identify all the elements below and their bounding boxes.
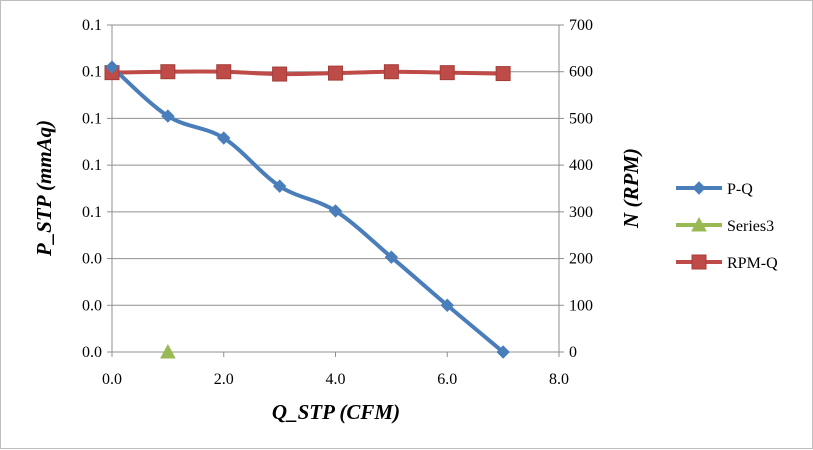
legend-swatch-marker-rpm-q bbox=[691, 254, 707, 270]
x-tick-label: 8.0 bbox=[549, 371, 569, 388]
data-point-rpm-q bbox=[328, 65, 343, 81]
y-tick-label: 0.1 bbox=[82, 17, 102, 34]
y2-axis-title: N (RPM) bbox=[619, 148, 643, 229]
label-layer: 0.0 0 0.0 100 0.0 200 0.1 300 0.1 400 0.1 500 0.1 600… bbox=[82, 17, 593, 388]
data-point-p-q bbox=[496, 345, 510, 359]
data-point-rpm-q bbox=[160, 64, 176, 80]
y-tick-label: 0.0 bbox=[82, 251, 102, 268]
data-point-rpm-q bbox=[495, 66, 511, 82]
data-point-rpm-q bbox=[439, 65, 455, 81]
x-tick-label: 6.0 bbox=[437, 371, 457, 388]
series-line-p-q bbox=[110, 65, 506, 354]
y-tick-label: 0.1 bbox=[82, 157, 102, 174]
data-point-p-q bbox=[384, 250, 399, 264]
y-tick-label: 0.1 bbox=[82, 64, 102, 81]
data-point-rpm-q bbox=[216, 64, 232, 80]
y2-tick-label: 600 bbox=[569, 64, 593, 81]
y-axis-title: P_STP (mmAq) bbox=[32, 120, 56, 257]
data-point-p-q bbox=[272, 179, 287, 193]
marker-layer bbox=[104, 60, 511, 359]
y-tick-label: 0.1 bbox=[82, 204, 102, 221]
legend-label-p-q: P-Q bbox=[727, 181, 753, 198]
y2-tick-label: 200 bbox=[569, 251, 593, 268]
data-point-p-q bbox=[328, 204, 343, 218]
series-layer bbox=[110, 65, 506, 354]
x-tick-label: 4.0 bbox=[326, 371, 346, 388]
data-point-rpm-q bbox=[383, 64, 399, 80]
data-point-p-q bbox=[105, 60, 119, 74]
legend-label-rpm-q: RPM-Q bbox=[727, 255, 778, 272]
y2-tick-label: 400 bbox=[569, 157, 593, 174]
y-tick-label: 0.0 bbox=[82, 344, 102, 361]
data-point-p-q bbox=[217, 131, 231, 145]
y2-tick-label: 700 bbox=[569, 17, 593, 34]
x-axis-title: Q_STP (CFM) bbox=[272, 400, 400, 424]
y2-tick-label: 500 bbox=[569, 110, 593, 127]
y-tick-label: 0.0 bbox=[82, 297, 102, 314]
y2-tick-label: 300 bbox=[569, 204, 593, 221]
x-tick-label: 0.0 bbox=[102, 371, 122, 388]
legend: P-Q Series3 RPM-Q bbox=[676, 181, 778, 272]
legend-swatch-marker-p-q bbox=[692, 181, 706, 195]
y-tick-label: 0.1 bbox=[82, 110, 102, 127]
legend-label-series3: Series3 bbox=[727, 218, 774, 235]
data-point-series3 bbox=[160, 343, 176, 359]
data-point-p-q bbox=[440, 298, 454, 312]
legend-swatch-marker-series3 bbox=[691, 216, 707, 232]
x-tick-label: 2.0 bbox=[214, 371, 234, 388]
y2-tick-label: 100 bbox=[569, 297, 593, 314]
y2-tick-label: 0 bbox=[569, 344, 577, 361]
data-point-rpm-q bbox=[272, 66, 288, 82]
data-point-p-q bbox=[161, 109, 175, 123]
